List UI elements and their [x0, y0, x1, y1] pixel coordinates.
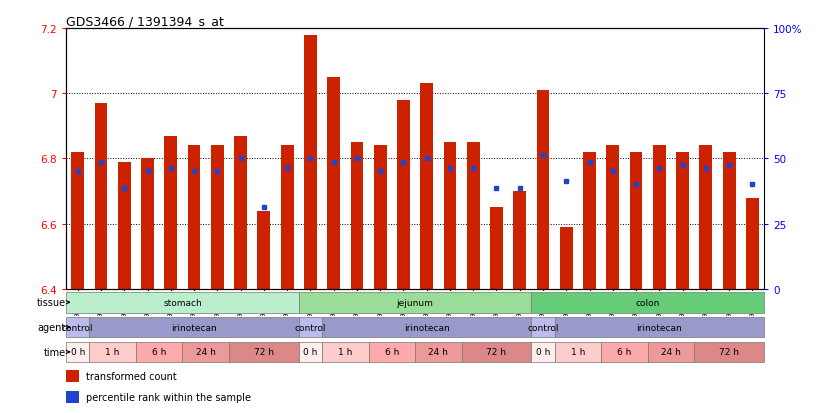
- Bar: [327, 78, 340, 289]
- Bar: [66, 342, 89, 362]
- Bar: [583, 152, 596, 289]
- Bar: [537, 91, 549, 289]
- Bar: [299, 317, 322, 337]
- Bar: [700, 146, 712, 289]
- Text: irinotecan: irinotecan: [171, 323, 217, 332]
- Text: 0 h: 0 h: [70, 348, 85, 356]
- Text: tissue: tissue: [36, 297, 65, 308]
- Bar: [676, 152, 689, 289]
- Bar: [281, 146, 293, 289]
- Bar: [211, 146, 224, 289]
- Text: control: control: [62, 323, 93, 332]
- Bar: [415, 342, 462, 362]
- Bar: [555, 317, 764, 337]
- Bar: [258, 211, 270, 289]
- Bar: [653, 146, 666, 289]
- Bar: [164, 136, 177, 289]
- Bar: [235, 136, 247, 289]
- Text: time: time: [44, 347, 65, 357]
- Bar: [66, 317, 89, 337]
- Bar: [183, 342, 229, 362]
- Bar: [66, 391, 78, 403]
- Bar: [188, 146, 201, 289]
- Text: control: control: [527, 323, 558, 332]
- Bar: [531, 292, 764, 313]
- Text: 24 h: 24 h: [196, 348, 216, 356]
- Bar: [95, 104, 107, 289]
- Bar: [229, 342, 299, 362]
- Text: 24 h: 24 h: [661, 348, 681, 356]
- Bar: [462, 342, 531, 362]
- Text: colon: colon: [635, 298, 660, 307]
- Bar: [648, 342, 695, 362]
- Bar: [374, 146, 387, 289]
- Text: 1 h: 1 h: [106, 348, 120, 356]
- Text: 6 h: 6 h: [617, 348, 632, 356]
- Bar: [420, 84, 433, 289]
- Bar: [299, 342, 322, 362]
- Bar: [555, 342, 601, 362]
- Bar: [629, 152, 643, 289]
- Bar: [606, 146, 620, 289]
- Text: 72 h: 72 h: [487, 348, 506, 356]
- Bar: [490, 208, 503, 289]
- Bar: [304, 36, 316, 289]
- Text: jejunum: jejunum: [396, 298, 434, 307]
- Bar: [71, 152, 84, 289]
- Bar: [444, 143, 456, 289]
- Text: 72 h: 72 h: [719, 348, 739, 356]
- Bar: [531, 342, 555, 362]
- Bar: [118, 162, 131, 289]
- Bar: [141, 159, 154, 289]
- Bar: [746, 198, 759, 289]
- Text: 1 h: 1 h: [571, 348, 585, 356]
- Bar: [299, 292, 531, 313]
- Bar: [350, 143, 363, 289]
- Text: 6 h: 6 h: [385, 348, 399, 356]
- Bar: [66, 370, 78, 382]
- Text: 0 h: 0 h: [536, 348, 550, 356]
- Bar: [397, 100, 410, 289]
- Bar: [601, 342, 648, 362]
- Bar: [322, 317, 531, 337]
- Text: 6 h: 6 h: [152, 348, 166, 356]
- Text: irinotecan: irinotecan: [637, 323, 682, 332]
- Bar: [531, 317, 555, 337]
- Text: GDS3466 / 1391394_s_at: GDS3466 / 1391394_s_at: [66, 15, 224, 28]
- Bar: [135, 342, 183, 362]
- Text: 1 h: 1 h: [338, 348, 353, 356]
- Bar: [560, 227, 572, 289]
- Bar: [467, 143, 480, 289]
- Bar: [66, 292, 299, 313]
- Text: control: control: [295, 323, 326, 332]
- Bar: [322, 342, 368, 362]
- Text: 0 h: 0 h: [303, 348, 317, 356]
- Bar: [368, 342, 415, 362]
- Bar: [723, 152, 735, 289]
- Text: 72 h: 72 h: [254, 348, 274, 356]
- Bar: [695, 342, 764, 362]
- Text: 24 h: 24 h: [429, 348, 449, 356]
- Text: stomach: stomach: [163, 298, 202, 307]
- Bar: [89, 317, 299, 337]
- Text: percentile rank within the sample: percentile rank within the sample: [86, 392, 250, 402]
- Text: irinotecan: irinotecan: [404, 323, 449, 332]
- Bar: [89, 342, 135, 362]
- Text: agent: agent: [37, 322, 65, 332]
- Text: transformed count: transformed count: [86, 371, 177, 381]
- Bar: [514, 192, 526, 289]
